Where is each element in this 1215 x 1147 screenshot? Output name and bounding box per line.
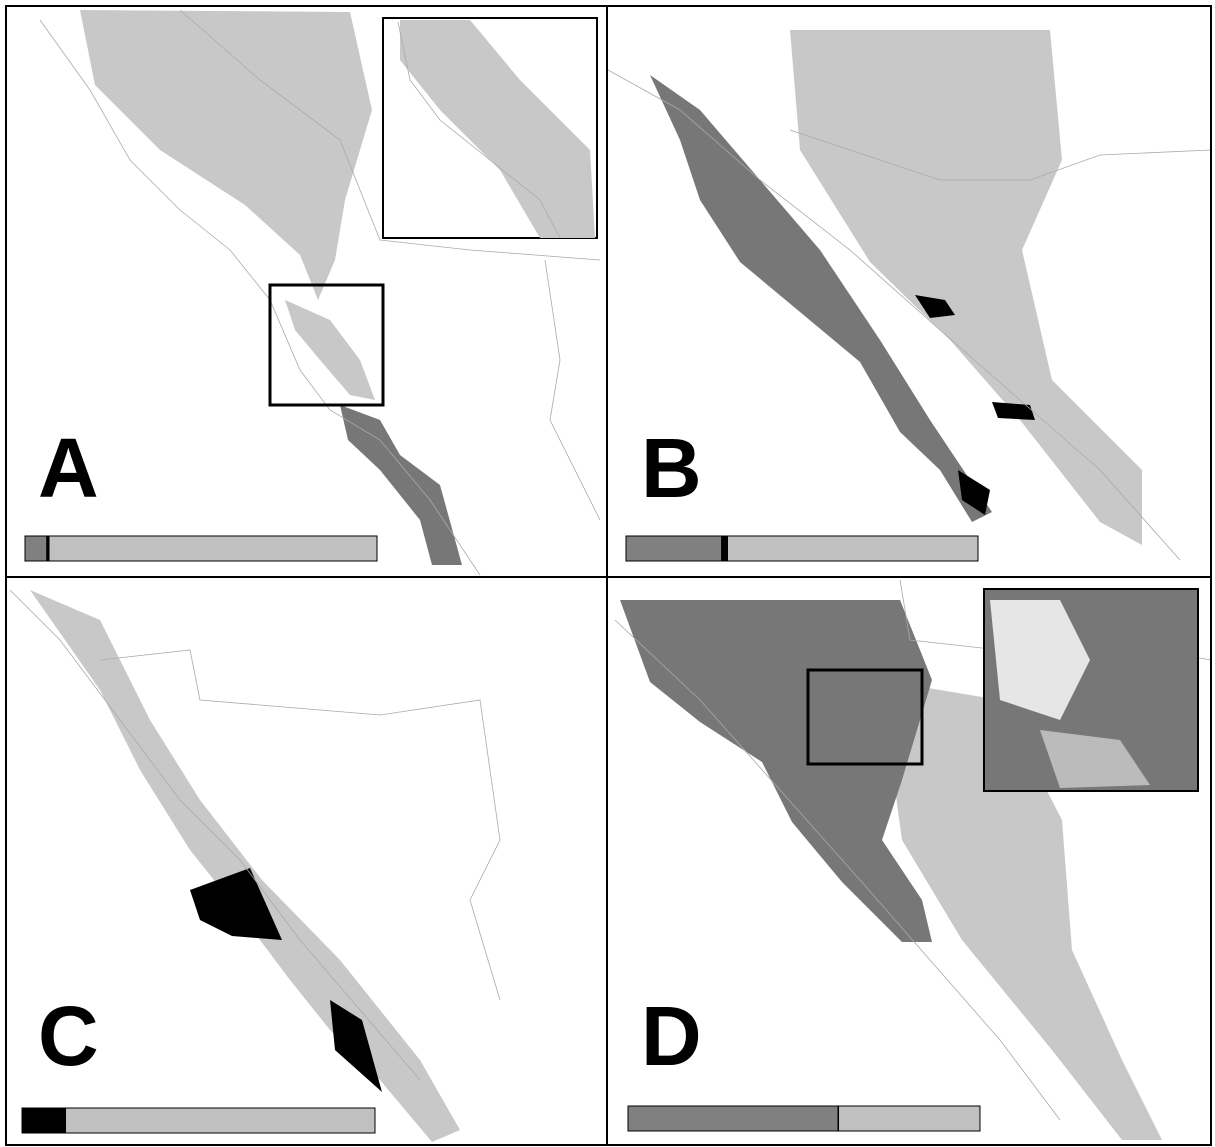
map-layer xyxy=(9,9,1212,1142)
bar-outline xyxy=(24,535,378,562)
panel-label: C xyxy=(38,989,99,1083)
focus-box xyxy=(268,283,385,407)
bar-outline xyxy=(21,1107,376,1134)
bar-segment xyxy=(66,1108,375,1133)
bar-segment xyxy=(25,536,47,561)
range-area xyxy=(1040,730,1150,788)
panel-frames xyxy=(5,5,1212,1146)
range-area xyxy=(340,405,462,565)
bar-segment xyxy=(839,1106,980,1131)
range-area xyxy=(992,402,1035,420)
bar-outline xyxy=(625,535,979,562)
border xyxy=(179,9,601,261)
border xyxy=(544,259,601,521)
bar-segment xyxy=(837,1106,840,1131)
range-area xyxy=(790,30,1142,545)
border xyxy=(99,649,501,1001)
bar-outline xyxy=(627,1105,981,1132)
coastline xyxy=(614,619,1061,1121)
range-area xyxy=(958,470,990,515)
panel-label: B xyxy=(641,421,702,515)
range-area xyxy=(990,600,1090,720)
range-area xyxy=(285,300,375,400)
proportion-bars xyxy=(21,535,981,1134)
range-area xyxy=(915,295,955,318)
border xyxy=(789,129,1212,181)
bar-segment xyxy=(628,1106,838,1131)
range-area xyxy=(620,600,932,942)
bar-segment xyxy=(626,536,722,561)
bar-segment xyxy=(49,536,377,561)
range-area xyxy=(880,680,1162,1140)
panel-frame xyxy=(606,576,1212,1146)
coastline xyxy=(607,69,1181,561)
panel-label: A xyxy=(38,421,99,515)
coastline xyxy=(397,21,561,239)
bar-segment xyxy=(46,536,50,561)
range-area xyxy=(330,1000,382,1092)
coastline xyxy=(9,589,421,1081)
range-area xyxy=(190,868,282,940)
range-area xyxy=(80,10,372,300)
range-area xyxy=(400,20,595,238)
range-area xyxy=(650,75,992,522)
focus-box xyxy=(806,668,924,766)
bar-segment xyxy=(728,536,978,561)
bar-segment xyxy=(721,536,729,561)
panel-label: D xyxy=(641,989,702,1083)
bar-segment xyxy=(22,1108,67,1133)
